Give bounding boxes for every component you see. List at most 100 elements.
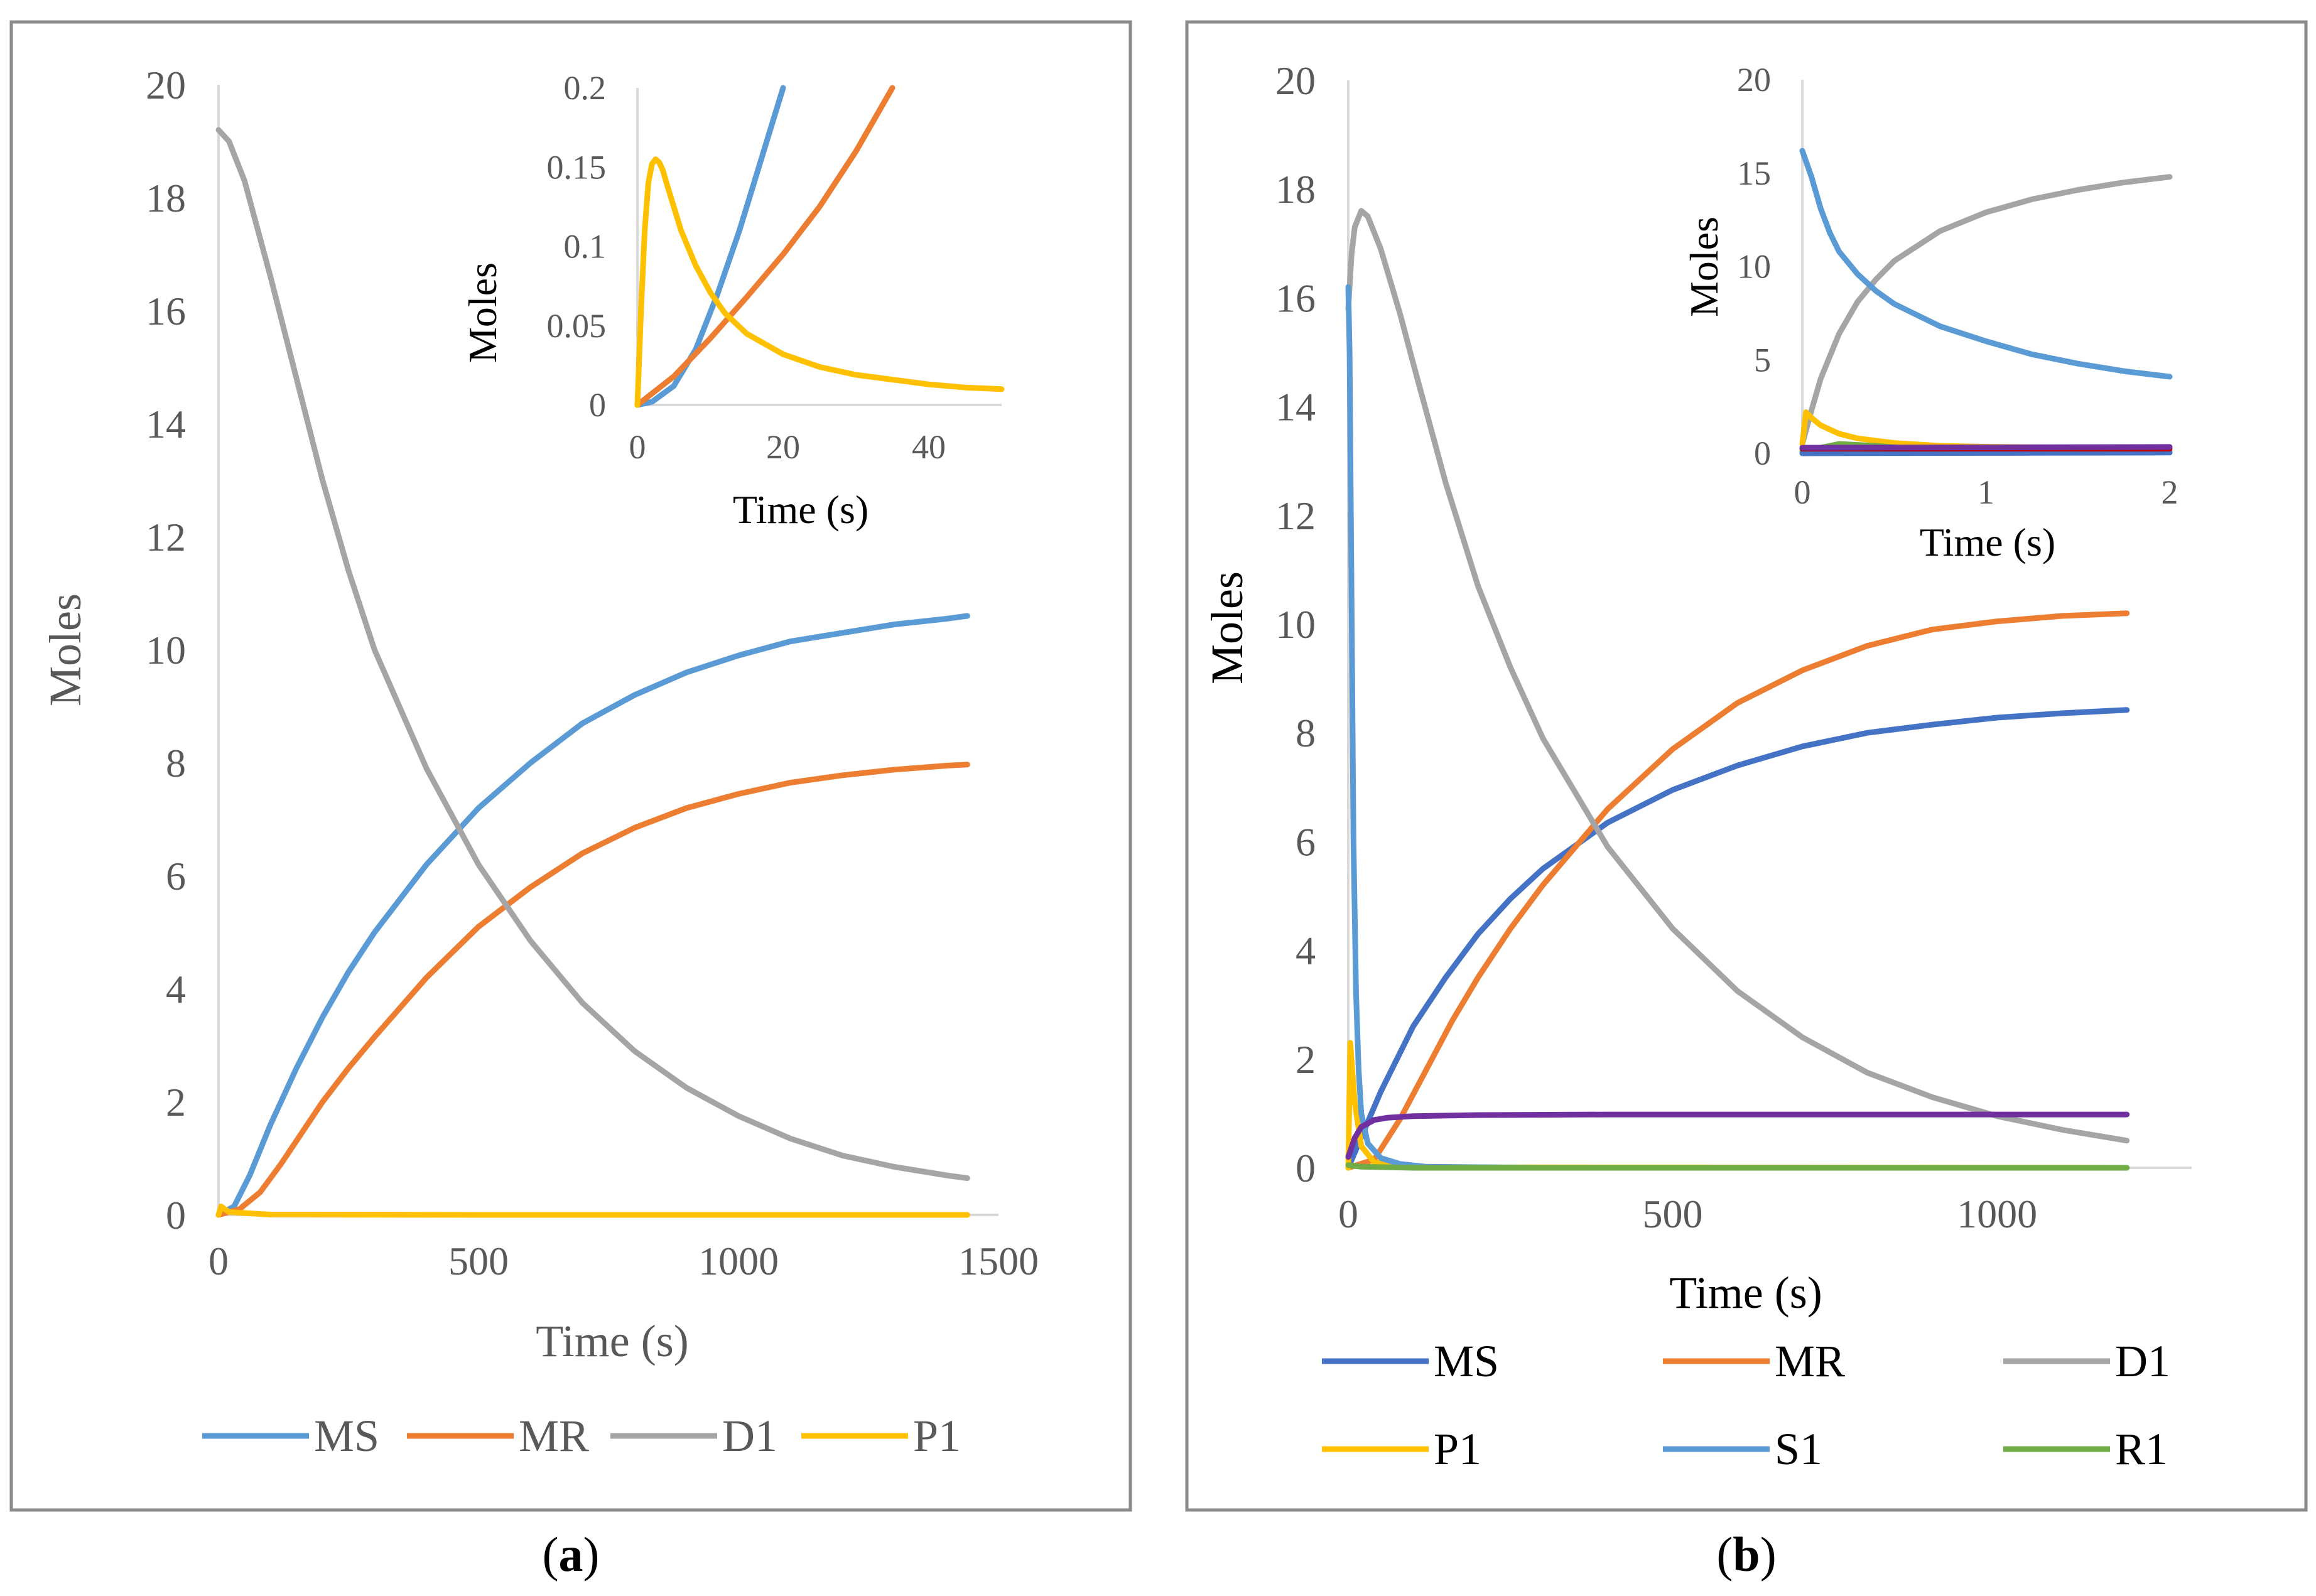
panel-a-series-mr xyxy=(215,762,970,1218)
legend-item-r1-b: R1 xyxy=(2003,1424,2168,1474)
panel-a-inset-y-tick-label: 0.1 xyxy=(564,228,607,266)
panel-b-x-tick-label: 500 xyxy=(1643,1192,1703,1236)
panel-a-x-axis-title: Time (s) xyxy=(536,1316,688,1366)
panel-b-series-mr xyxy=(1345,610,2130,1171)
panel-b-inset-x-tick-label: 1 xyxy=(1978,473,1994,511)
legend-label-mr-b: MR xyxy=(1775,1336,1845,1386)
panel-b-caption-letter: b xyxy=(1733,1527,1760,1582)
panel-b-series xyxy=(1345,208,2130,1171)
legend-label-p1: P1 xyxy=(913,1411,961,1461)
panel-a-inset-x-tick-label: 0 xyxy=(629,428,646,466)
panel-b-caption: (b) xyxy=(1716,1527,1776,1582)
panel-b-inset-y-tick-label: 20 xyxy=(1737,61,1771,99)
legend-item-ms-b: MS xyxy=(1322,1336,1499,1386)
panel-a-y-tick-label: 10 xyxy=(146,628,186,672)
legend-item-s1-b: S1 xyxy=(1663,1424,1822,1474)
panel-b-y-tick-label: 0 xyxy=(1296,1146,1316,1190)
panel-b-inset-chart: 0 5 10 15 20 0 1 2 Moles Time (s) xyxy=(1682,61,2178,564)
panel-b-legend: MS MR D1 P1 S1 R1 xyxy=(1322,1336,2170,1474)
panel-b-x-tick-labels: 0 500 1000 xyxy=(1338,1192,2037,1236)
panel-a-y-tick-label: 14 xyxy=(146,402,186,446)
legend-item-d1-b: D1 xyxy=(2003,1336,2170,1386)
panel-b-y-tick-label: 8 xyxy=(1296,711,1316,755)
panel-b-inset-y-axis-title: Moles xyxy=(1682,217,1726,317)
panel-b-inset-x-tick-labels: 0 1 2 xyxy=(1794,473,2178,511)
panel-a-main-chart: 0 2 4 6 8 10 12 14 16 18 20 0 500 1000 1500 Moles Tim… xyxy=(40,63,1039,1366)
panel-a-series-ms xyxy=(215,613,970,1218)
panel-b-y-tick-label: 20 xyxy=(1275,58,1316,103)
panel-a-y-tick-label: 6 xyxy=(166,854,186,898)
panel-b-y-tick-label: 16 xyxy=(1275,276,1316,320)
panel-b-series-s1 xyxy=(1345,284,2130,1171)
panel-a-y-tick-label: 2 xyxy=(166,1080,186,1124)
panel-a: 0 2 4 6 8 10 12 14 16 18 20 0 500 1000 1500 Moles Tim… xyxy=(9,20,1132,1582)
panel-a-y-axis-title: Moles xyxy=(40,593,90,706)
panel-a-caption-letter: a xyxy=(559,1527,583,1582)
panel-a-y-tick-label: 0 xyxy=(166,1193,186,1237)
panel-a-inset-x-tick-labels: 0 20 40 xyxy=(629,428,946,466)
legend-item-d1: D1 xyxy=(610,1411,777,1461)
panel-a-y-tick-label: 12 xyxy=(146,515,186,559)
panel-a-x-tick-label: 1000 xyxy=(698,1239,779,1283)
panel-a-x-tick-label: 0 xyxy=(208,1239,229,1283)
panel-a-inset-series-p1 xyxy=(634,156,1005,408)
panel-a-inset-y-tick-label: 0.05 xyxy=(547,307,607,345)
panel-a-inset-y-tick-labels: 0 0.05 0.1 0.15 0.2 xyxy=(547,69,607,424)
panel-b-x-tick-label: 1000 xyxy=(1957,1192,2037,1236)
panel-b-inset-x-axis-title: Time (s) xyxy=(1920,520,2055,564)
panel-b-y-tick-label: 18 xyxy=(1275,167,1316,212)
panel-a-legend: MS MR D1 P1 xyxy=(202,1411,961,1461)
panel-b-frame xyxy=(1185,20,2308,1512)
panel-b-inset-series-d1 xyxy=(1799,174,2173,447)
panel-b-y-tick-label: 4 xyxy=(1296,929,1316,973)
panel-b-inset-y-tick-label: 0 xyxy=(1754,434,1771,472)
panel-b-y-tick-label: 12 xyxy=(1275,493,1316,538)
panel-b-y-axis-title: Moles xyxy=(1202,571,1252,684)
legend-label-s1-b: S1 xyxy=(1775,1424,1822,1474)
legend-label-d1: D1 xyxy=(722,1411,777,1461)
panel-b-series-extra xyxy=(1345,1111,2130,1160)
panel-a-series-d1 xyxy=(215,127,970,1181)
panel-a-series-p1 xyxy=(215,1204,970,1218)
legend-item-ms: MS xyxy=(202,1411,379,1461)
panel-a-y-tick-label: 20 xyxy=(146,63,186,107)
panel-b-inset-y-tick-label: 15 xyxy=(1737,154,1771,192)
panel-b-inset-series-s1 xyxy=(1799,148,2173,380)
legend-item-mr: MR xyxy=(407,1411,589,1461)
panel-a-x-tick-labels: 0 500 1000 1500 xyxy=(208,1239,1039,1283)
panel-b-inset-x-tick-label: 0 xyxy=(1794,473,1811,511)
panel-a-x-tick-label: 1500 xyxy=(958,1239,1039,1283)
panel-a-inset-x-tick-label: 20 xyxy=(766,428,800,466)
panel-a-y-tick-label: 18 xyxy=(146,176,186,220)
panel-b-inset-y-tick-label: 5 xyxy=(1754,341,1771,379)
panel-b-y-tick-label: 2 xyxy=(1296,1037,1316,1082)
panel-b-inset-y-tick-labels: 0 5 10 15 20 xyxy=(1737,61,1771,472)
panel-b-y-tick-labels: 0 2 4 6 8 10 12 14 16 18 20 xyxy=(1275,58,1316,1190)
panel-b-series-ms xyxy=(1345,707,2130,1171)
panel-a-inset-chart: 0 0.05 0.1 0.15 0.2 0 20 40 Moles Time (s) xyxy=(460,69,1005,532)
panel-b-inset-x-tick-label: 2 xyxy=(2162,473,2178,511)
legend-label-d1-b: D1 xyxy=(2115,1336,2170,1386)
panel-b-inset-series-extra xyxy=(1799,444,2173,451)
panel-a-series xyxy=(215,127,970,1218)
panel-a-inset-y-tick-label: 0 xyxy=(589,386,606,424)
panel-a-y-tick-label: 16 xyxy=(146,289,186,333)
panel-b-y-tick-label: 10 xyxy=(1275,602,1316,647)
panel-b-inset-y-tick-label: 10 xyxy=(1737,248,1771,286)
panel-b-y-tick-label: 14 xyxy=(1275,385,1316,429)
panel-a-inset-y-axis-title: Moles xyxy=(460,262,505,363)
panel-b-x-axis-title: Time (s) xyxy=(1669,1268,1822,1318)
legend-item-p1: P1 xyxy=(801,1411,961,1461)
panel-a-inset-series-ms xyxy=(634,85,786,408)
panel-a-frame xyxy=(9,20,1132,1512)
panel-b-series-p1 xyxy=(1345,1040,2130,1171)
panel-b-series-d1 xyxy=(1345,208,2130,1144)
panel-a-y-tick-label: 4 xyxy=(166,967,186,1011)
panel-a-x-tick-label: 500 xyxy=(448,1239,509,1283)
panel-a-caption: (a) xyxy=(543,1527,600,1582)
panel-a-inset-x-axis-title: Time (s) xyxy=(733,487,868,532)
panel-a-inset-y-tick-label: 0.15 xyxy=(547,148,607,186)
